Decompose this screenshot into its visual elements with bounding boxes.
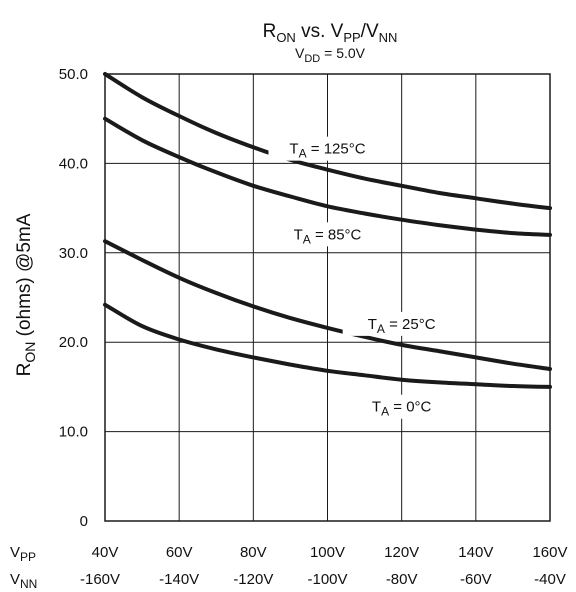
series-label-bg [268,222,387,247]
y-tick-label: 40.0 [59,155,88,172]
y-tick-label: 0 [80,513,88,530]
x-tick-label: 140V [458,544,493,561]
series-label-bg [268,136,387,161]
series-line [103,239,552,371]
y-tick-labels: 0 10.0 20.0 30.0 40.0 50.0 [59,66,88,530]
series-line [103,116,552,237]
series-line [103,72,552,211]
y-tick-label: 30.0 [59,245,88,262]
series-labels: TA = 125°C TA = 85°C TA = 25°C TA = 0°C [268,136,461,419]
y-axis-label: RON (ohms) @5mA [14,213,38,376]
x-tick-label: -100V [307,571,347,588]
series-label-bg [342,394,461,419]
y-tick-label: 20.0 [59,334,88,351]
x-tick-label: -80V [386,571,418,588]
x-tick-label: 40V [92,544,119,561]
series-label: TA = 125°C [289,141,365,161]
x-tick-label: -40V [534,571,566,588]
x-tick-label: 120V [384,544,419,561]
series-label: TA = 85°C [294,226,362,246]
x-axis-0-label: VPP [10,544,36,564]
series-label-bg [342,311,461,336]
x-tick-label: -120V [233,571,273,588]
plot-frame [104,73,551,522]
series-label: TA = 25°C [368,316,436,336]
x-tick-labels: VPP 40V 60V 80V 100V 120V 140V 160V VNN -160V -140… [10,544,568,591]
x-tick-label: -160V [80,571,120,588]
series-label: TA = 0°C [372,399,432,419]
x-axis-1-label: VNN [10,571,37,591]
chart-subtitle: VDD = 5.0V [295,45,366,65]
chart-title: RON vs. VPP/VNN [263,21,398,45]
x-tick-label: 80V [240,544,267,561]
y-tick-label: 50.0 [59,66,88,83]
series-line [103,302,552,389]
x-tick-label: 100V [310,544,345,561]
x-tick-label: -140V [159,571,199,588]
x-tick-label: 160V [532,544,567,561]
y-tick-label: 10.0 [59,424,88,441]
x-tick-label: 60V [166,544,193,561]
series-lines [103,72,552,389]
x-tick-label: -60V [460,571,492,588]
